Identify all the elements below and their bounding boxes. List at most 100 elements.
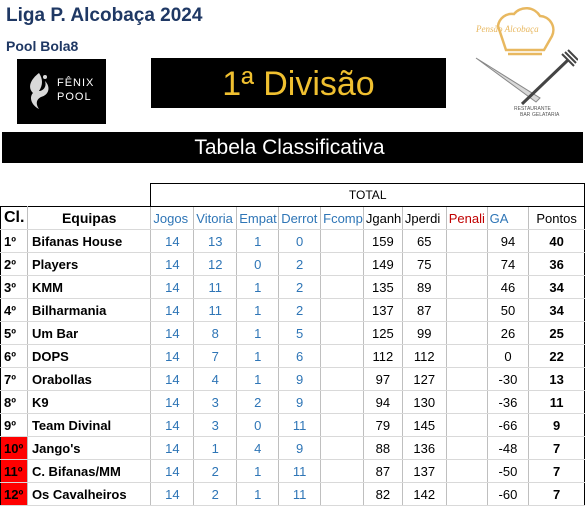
empates-cell: 0 — [236, 252, 280, 276]
ga-cell: -60 — [487, 482, 530, 506]
vitorias-cell: 3 — [193, 413, 238, 437]
table-row: 8º K9 14 3 2 9 94 130 -36 11 — [0, 390, 585, 414]
jperdidos-cell: 145 — [402, 413, 447, 437]
ga-cell: 50 — [487, 298, 530, 322]
chef-hat-cutlery-icon: Pensão Alcobaça RESTAURANTE BAR GELATARI… — [475, 7, 579, 118]
team-name-cell: KMM — [27, 275, 152, 299]
vitorias-cell: 7 — [193, 344, 238, 368]
vitorias-cell: 2 — [193, 459, 238, 483]
derrotas-cell: 6 — [278, 344, 322, 368]
penalizacoes-cell — [446, 275, 488, 299]
jganhos-cell: 135 — [363, 275, 403, 299]
fcomp-cell — [320, 252, 364, 276]
derrotas-cell: 9 — [278, 436, 322, 460]
table-row: 3º KMM 14 11 1 2 135 89 46 34 — [0, 275, 585, 299]
vitorias-cell: 4 — [193, 367, 238, 391]
jganhos-cell: 87 — [363, 459, 403, 483]
position-cell: 1º — [0, 229, 28, 253]
jogos-cell: 14 — [150, 298, 195, 322]
jganhos-cell: 137 — [363, 298, 403, 322]
derrotas-cell: 11 — [278, 413, 322, 437]
jganhos-cell: 94 — [363, 390, 403, 414]
team-name-cell: C. Bifanas/MM — [27, 459, 152, 483]
team-name-cell: Um Bar — [27, 321, 152, 345]
pontos-cell: 11 — [528, 390, 585, 414]
jogos-cell: 14 — [150, 367, 195, 391]
penalizacoes-cell — [446, 252, 488, 276]
phoenix-icon — [30, 73, 49, 109]
jogos-cell: 14 — [150, 459, 195, 483]
fcomp-cell — [320, 413, 364, 437]
position-cell: 6º — [0, 344, 28, 368]
empates-cell: 2 — [236, 390, 280, 414]
col-header-fcomp: Fcomp — [320, 206, 364, 230]
col-header-penalizacoes: Penali — [446, 206, 488, 230]
fcomp-cell — [320, 482, 364, 506]
vitorias-cell: 13 — [193, 229, 238, 253]
table-row: 12º Os Cavalheiros 14 2 1 11 82 142 -60 7 — [0, 482, 585, 506]
jperdidos-cell: 136 — [402, 436, 447, 460]
table-row: 5º Um Bar 14 8 1 5 125 99 26 25 — [0, 321, 585, 345]
logo-right-name: Pensão Alcobaça — [475, 24, 539, 34]
fcomp-cell — [320, 298, 364, 322]
penalizacoes-cell — [446, 390, 488, 414]
table-row: 2º Players 14 12 0 2 149 75 74 36 — [0, 252, 585, 276]
fcomp-cell — [320, 436, 364, 460]
ga-cell: -50 — [487, 459, 530, 483]
table-row: 1º Bifanas House 14 13 1 0 159 65 94 40 — [0, 229, 585, 253]
standings-rows: 1º Bifanas House 14 13 1 0 159 65 94 40 2º Players 1… — [0, 229, 585, 506]
team-name-cell: Os Cavalheiros — [27, 482, 152, 506]
empates-cell: 1 — [236, 344, 280, 368]
fcomp-cell — [320, 367, 364, 391]
derrotas-cell: 0 — [278, 229, 322, 253]
jogos-cell: 14 — [150, 390, 195, 414]
jganhos-cell: 97 — [363, 367, 403, 391]
logo-right-tag2: BAR — [520, 112, 531, 118]
jperdidos-cell: 99 — [402, 321, 447, 345]
penalizacoes-cell — [446, 436, 488, 460]
fcomp-cell — [320, 390, 364, 414]
empates-cell: 1 — [236, 229, 280, 253]
team-name-cell: Players — [27, 252, 152, 276]
jogos-cell: 14 — [150, 229, 195, 253]
penalizacoes-cell — [446, 482, 488, 506]
logo-left-line2: POOL — [57, 91, 92, 103]
fenix-pool-logo: FÊNIX POOL — [17, 59, 106, 124]
total-group-header: TOTAL — [150, 183, 585, 207]
col-header-jperdidos: Jperdi — [402, 206, 447, 230]
blank-corner — [0, 183, 152, 207]
table-row: 6º DOPS 14 7 1 6 112 112 0 22 — [0, 344, 585, 368]
penalizacoes-cell — [446, 413, 488, 437]
ga-cell: -48 — [487, 436, 530, 460]
penalizacoes-cell — [446, 344, 488, 368]
col-header-vitorias: Vitoria — [193, 206, 238, 230]
pontos-cell: 36 — [528, 252, 585, 276]
pensao-alcobaca-logo: Pensão Alcobaça RESTAURANTE BAR GELATARI… — [470, 6, 579, 118]
division-banner: 1ª Divisão — [151, 58, 446, 108]
jogos-cell: 14 — [150, 321, 195, 345]
jperdidos-cell: 89 — [402, 275, 447, 299]
team-name-cell: K9 — [27, 390, 152, 414]
table-row: 9º Team Divinal 14 3 0 11 79 145 -66 9 — [0, 413, 585, 437]
team-name-cell: Jango's — [27, 436, 152, 460]
col-header-jganhos: Jganh — [363, 206, 403, 230]
derrotas-cell: 11 — [278, 482, 322, 506]
ga-cell: 26 — [487, 321, 530, 345]
empates-cell: 1 — [236, 459, 280, 483]
ga-cell: -36 — [487, 390, 530, 414]
pontos-cell: 22 — [528, 344, 585, 368]
position-cell: 3º — [0, 275, 28, 299]
derrotas-cell: 2 — [278, 298, 322, 322]
logo-right-tag1: RESTAURANTE — [514, 106, 552, 112]
table-row: 10º Jango's 14 1 4 9 88 136 -48 7 — [0, 436, 585, 460]
derrotas-cell: 11 — [278, 459, 322, 483]
jogos-cell: 14 — [150, 275, 195, 299]
empates-cell: 1 — [236, 298, 280, 322]
position-cell: 10º — [0, 436, 28, 460]
pontos-cell: 34 — [528, 298, 585, 322]
ga-cell: -30 — [487, 367, 530, 391]
empates-cell: 4 — [236, 436, 280, 460]
derrotas-cell: 9 — [278, 390, 322, 414]
col-header-empates: Empat — [236, 206, 280, 230]
position-cell: 7º — [0, 367, 28, 391]
